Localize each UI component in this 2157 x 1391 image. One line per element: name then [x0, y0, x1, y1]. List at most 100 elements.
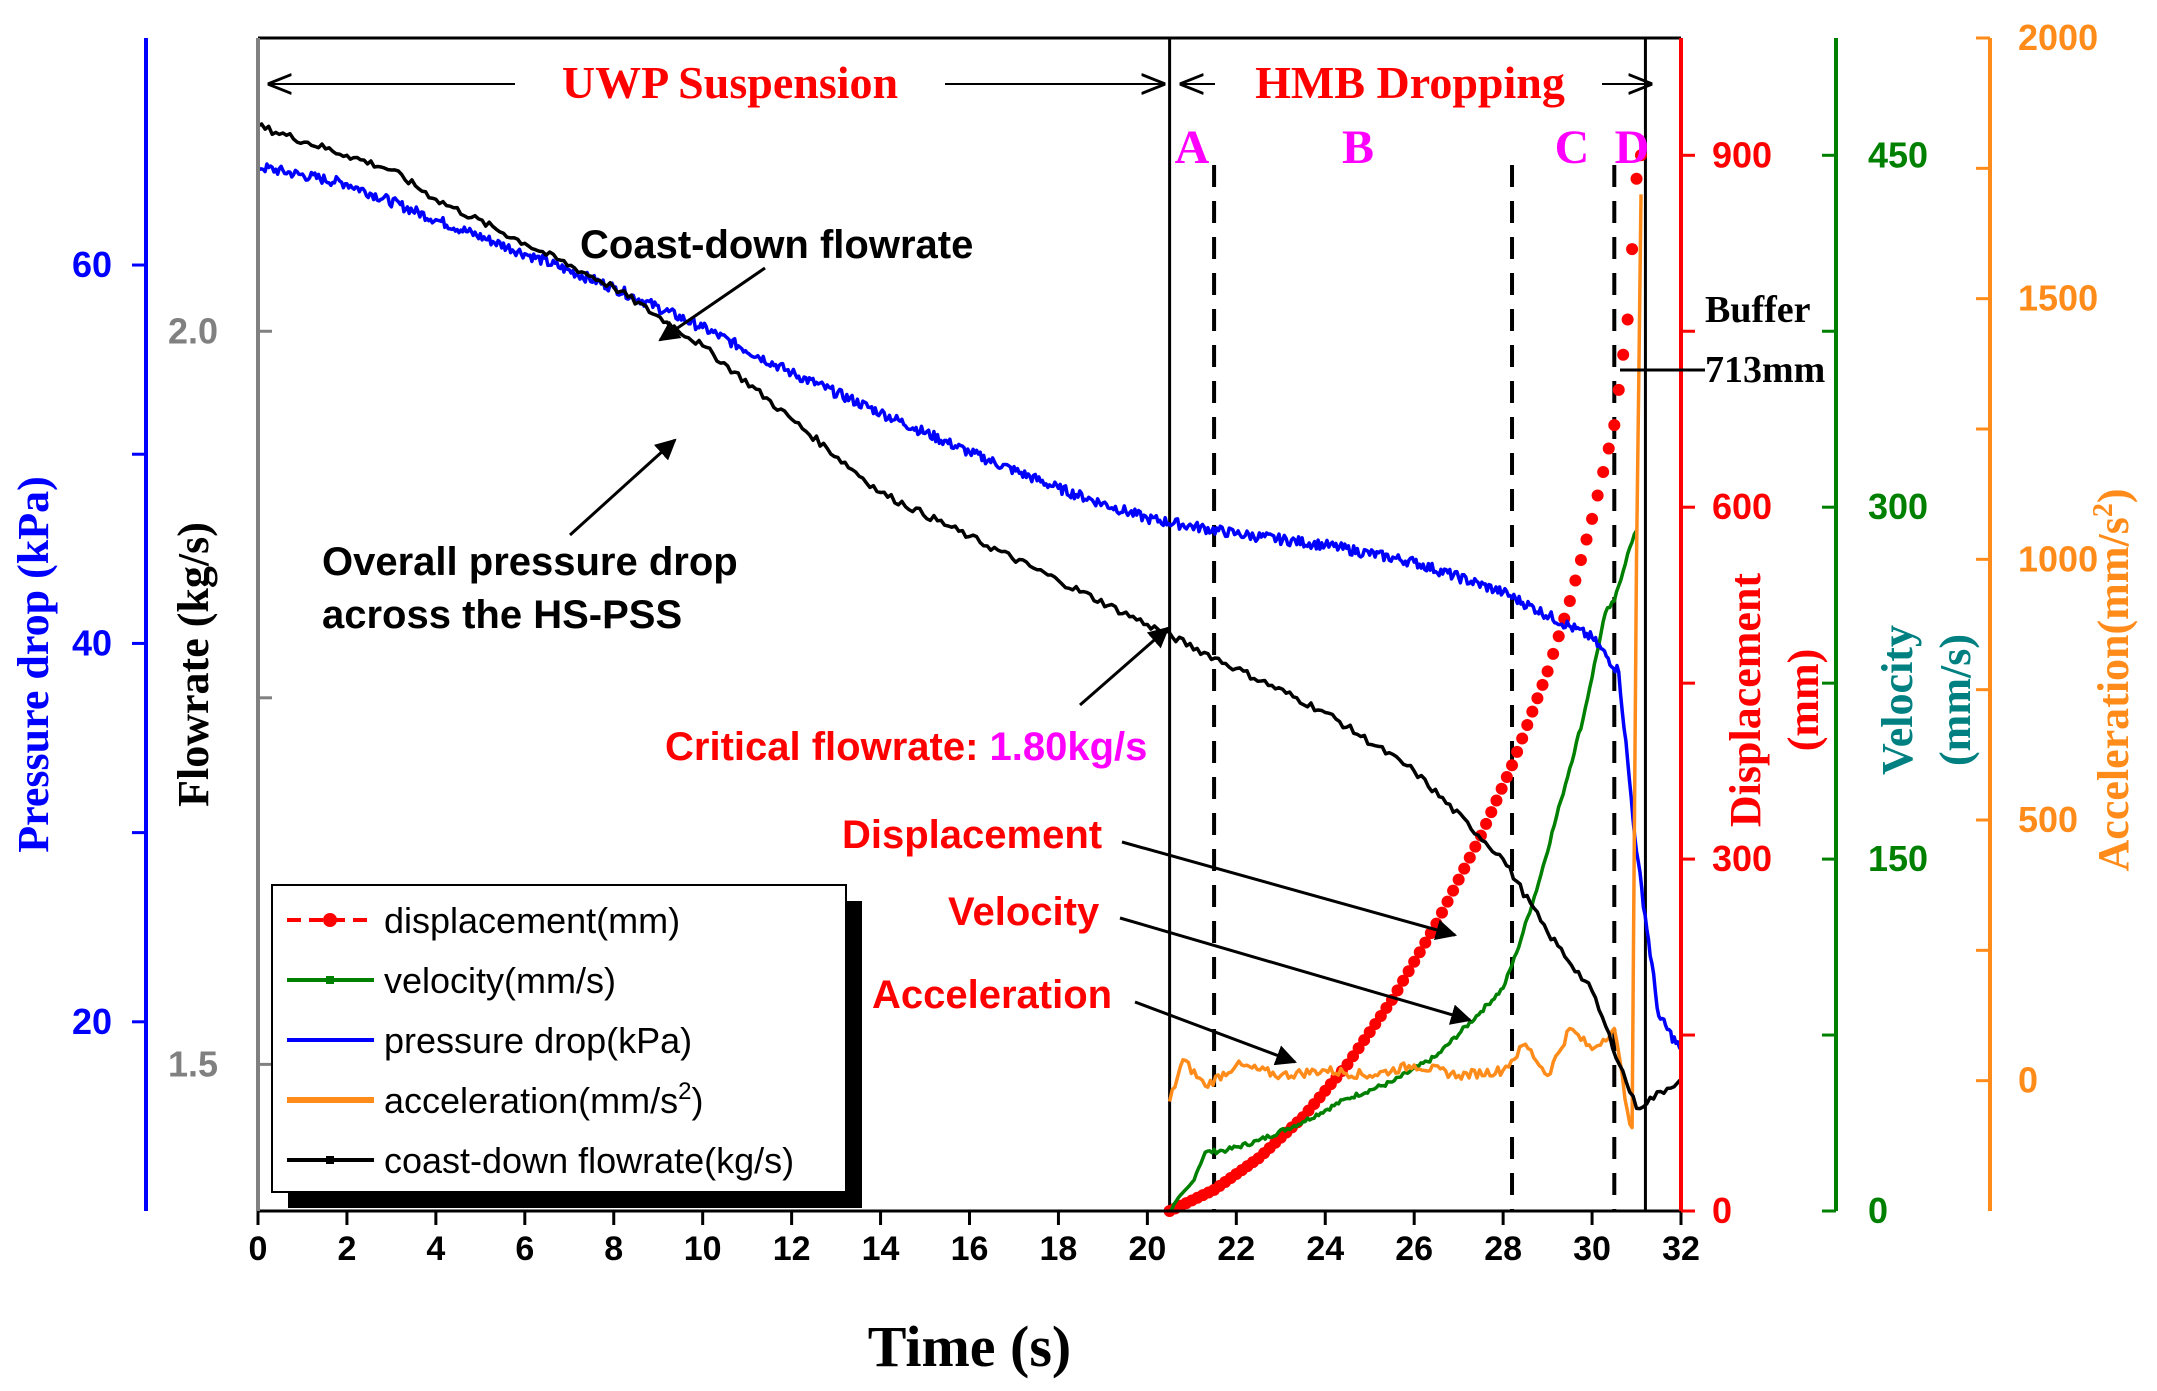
displacement-point — [1547, 647, 1560, 660]
displacement-point — [1630, 172, 1643, 185]
displacement-point — [1580, 533, 1593, 546]
displacement-point — [1526, 705, 1539, 718]
legend: displacement(mm) velocity(mm/s) pressure d… — [271, 884, 862, 1208]
acceleration-tick-label: 2000 — [2018, 17, 2098, 58]
coast-down-arrow — [658, 266, 766, 342]
acceleration-axis-title: Acceleration(mm/s2) — [2088, 489, 2138, 872]
velocity-series-line — [1168, 529, 1638, 1213]
x-tick-label: 4 — [426, 1230, 445, 1268]
displacement-point — [1408, 955, 1421, 968]
velocity-axis-unit: (mm/s) — [1931, 634, 1980, 766]
coast-down-callout: Coast-down flowrate — [580, 223, 973, 267]
legend-label: coast-down flowrate(kg/s) — [384, 1140, 794, 1181]
displacement-tick-label: 0 — [1712, 1190, 1732, 1231]
displacement-point — [1541, 665, 1554, 678]
displacement-point — [1485, 806, 1498, 819]
flowrate-axis-title: Flowrate (kg/s) — [169, 522, 218, 807]
acceleration-tick-label: 1500 — [2018, 278, 2098, 319]
stage-label-C: C — [1555, 121, 1590, 174]
displacement-point — [1626, 243, 1639, 256]
critical-flowrate-callout: Critical flowrate: 1.80kg/s — [665, 725, 1147, 769]
displacement-point — [1495, 782, 1508, 795]
legend-label-end: ) — [691, 1080, 703, 1121]
legend-label-text: pressure drop(kPa) — [384, 1020, 692, 1061]
displacement-point — [1413, 946, 1426, 959]
acceleration-callout: Acceleration — [872, 973, 1112, 1017]
x-tick-label: 0 — [249, 1230, 268, 1268]
displacement-point — [1458, 862, 1471, 875]
velocity-arrow — [1119, 916, 1473, 1025]
uwp-suspension-label: UWP Suspension — [562, 57, 898, 108]
displacement-series — [1163, 149, 1647, 1217]
legend-label: acceleration(mm/s2) — [384, 1078, 703, 1121]
x-tick-label: 22 — [1217, 1230, 1255, 1268]
displacement-tick-label: 300 — [1712, 838, 1772, 879]
x-tick-label: 26 — [1395, 1230, 1433, 1268]
displacement-point — [1435, 906, 1448, 919]
displacement-point — [1391, 984, 1404, 997]
overall-pressure-callout-1: Overall pressure drop — [322, 540, 738, 584]
critical-value: 1.80kg/s — [990, 725, 1148, 769]
acceleration-tick-label: 1000 — [2018, 538, 2098, 579]
displacement-point — [1621, 313, 1634, 326]
displacement-point — [1447, 884, 1460, 897]
velocity-tick-label: 0 — [1868, 1190, 1888, 1231]
x-tick-label: 16 — [951, 1230, 989, 1268]
x-tick-label: 32 — [1662, 1230, 1700, 1268]
x-axis-title: Time (s) — [868, 1314, 1072, 1379]
displacement-point — [1612, 383, 1625, 396]
buffer-callout: Buffer — [1705, 289, 1811, 331]
legend-label-text: displacement(mm) — [384, 900, 680, 941]
x-tick-label: 2 — [337, 1230, 356, 1268]
legend-label: velocity(mm/s) — [384, 960, 616, 1001]
displacement-point — [1452, 873, 1465, 886]
acc-title-sup: 2 — [2088, 503, 2119, 517]
velocity-callout: Velocity — [948, 890, 1100, 934]
displacement-point — [1597, 466, 1610, 479]
x-tick-label: 10 — [684, 1230, 722, 1268]
displacement-axis-title: Displacement — [1721, 573, 1770, 828]
overall-pressure-arrow — [568, 438, 677, 537]
displacement-point — [1608, 419, 1621, 432]
displacement-point — [1480, 817, 1493, 830]
acc-title-end: ) — [2089, 489, 2138, 504]
velocity-tick-label: 300 — [1868, 486, 1928, 527]
displacement-point — [1506, 759, 1519, 772]
stage-label-D: D — [1615, 121, 1650, 174]
legend-label-sup: 2 — [678, 1078, 691, 1105]
displacement-point — [1586, 512, 1599, 525]
x-tick-label: 8 — [604, 1230, 623, 1268]
pressure-tick-label: 60 — [72, 244, 112, 285]
overall-pressure-callout-2: across the HS-PSS — [322, 593, 682, 637]
x-tick-label: 6 — [515, 1230, 534, 1268]
legend-label-text: velocity(mm/s) — [384, 960, 616, 1001]
displacement-point — [1511, 745, 1524, 758]
x-tick-label: 30 — [1573, 1230, 1611, 1268]
displacement-point — [1563, 595, 1576, 608]
x-tick-label: 20 — [1128, 1230, 1166, 1268]
displacement-point — [1419, 936, 1432, 949]
velocity-tick-label: 450 — [1868, 134, 1928, 175]
displacement-callout: Displacement — [842, 813, 1102, 857]
velocity-axis-title: Velocity — [1873, 625, 1922, 775]
displacement-point — [1591, 489, 1604, 502]
displacement-point — [1500, 770, 1513, 783]
displacement-point — [1617, 348, 1630, 361]
x-tick-label: 24 — [1306, 1230, 1344, 1268]
displacement-point — [1531, 692, 1544, 705]
displacement-point — [1469, 840, 1482, 853]
critical-label: Critical flowrate: — [665, 725, 990, 769]
acceleration-arrow — [1134, 1000, 1297, 1066]
displacement-point — [1552, 630, 1565, 643]
annotation-layer: UWP Suspension HMB Dropping A B C D Coast-down… — [270, 57, 1825, 1066]
displacement-point — [1634, 149, 1647, 162]
acceleration-series-line — [1167, 194, 1643, 1130]
buffer-value: 713mm — [1705, 349, 1825, 391]
displacement-point — [1402, 965, 1415, 978]
displacement-point — [1569, 574, 1582, 587]
hmb-dropping-label: HMB Dropping — [1255, 57, 1565, 108]
legend-marker — [326, 1156, 334, 1164]
legend-label-text: acceleration(mm/s — [384, 1080, 678, 1121]
legend-marker — [323, 913, 337, 927]
